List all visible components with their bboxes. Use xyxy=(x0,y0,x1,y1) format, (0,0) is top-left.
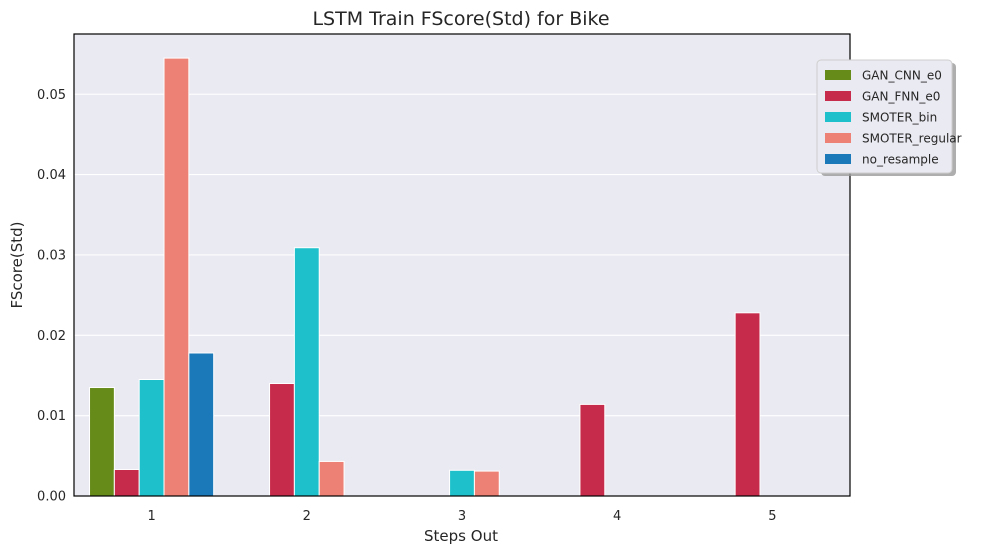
bar-SMOTER_regular-step-2 xyxy=(318,460,345,497)
bar-GAN_FNN_e0-step-5 xyxy=(734,312,761,497)
legend-swatch xyxy=(825,91,851,101)
y-tick-label: 0.03 xyxy=(37,248,66,263)
y-tick-label: 0.04 xyxy=(37,168,66,183)
y-tick-label: 0.00 xyxy=(37,490,66,505)
bar-no_resample-step-1 xyxy=(188,352,215,497)
bar-GAN_FNN_e0-step-4 xyxy=(579,403,606,497)
x-tick-label: 5 xyxy=(768,509,776,524)
legend-swatch xyxy=(825,154,851,164)
legend-label: SMOTER_regular xyxy=(862,132,962,146)
y-tick-label: 0.01 xyxy=(37,409,66,424)
x-tick-label: 2 xyxy=(303,509,311,524)
bar-SMOTER_regular-step-1 xyxy=(163,57,190,497)
y-ticks: 0.00 0.01 0.02 0.03 0.04 0.05 xyxy=(37,88,66,505)
legend-label: SMOTER_bin xyxy=(862,111,937,125)
x-tick-label: 3 xyxy=(458,509,466,524)
legend-items: GAN_CNN_e0 GAN_FNN_e0 SMOTER_bin SMOTER_reg… xyxy=(825,69,962,167)
bar-SMOTER_regular-step-3 xyxy=(473,470,500,497)
bar-GAN_FNN_e0-step-1 xyxy=(113,468,140,497)
plot-frame xyxy=(73,33,851,497)
legend-label: no_resample xyxy=(862,153,939,167)
bar-SMOTER_bin-step-1 xyxy=(138,378,165,497)
bar-GAN_CNN_e0-step-1 xyxy=(89,387,115,497)
chart-title: LSTM Train FScore(Std) for Bike xyxy=(312,8,609,30)
x-tick-label: 1 xyxy=(147,509,155,524)
bars xyxy=(89,57,761,497)
legend-swatch xyxy=(825,133,851,143)
x-tick-label: 4 xyxy=(613,509,621,524)
x-ticks: 1 2 3 4 5 xyxy=(147,509,776,524)
legend-label: GAN_FNN_e0 xyxy=(862,90,940,104)
legend-swatch xyxy=(825,70,851,80)
legend: GAN_CNN_e0 GAN_FNN_e0 SMOTER_bin SMOTER_reg… xyxy=(816,59,962,176)
bar-SMOTER_bin-step-3 xyxy=(449,469,475,497)
y-axis-label: FScore(Std) xyxy=(8,221,26,308)
x-axis-label: Steps Out xyxy=(424,527,498,545)
bar-SMOTER_bin-step-2 xyxy=(293,247,320,497)
legend-swatch xyxy=(825,112,851,122)
y-tick-label: 0.02 xyxy=(37,329,66,344)
y-tick-label: 0.05 xyxy=(37,88,66,103)
legend-label: GAN_CNN_e0 xyxy=(862,69,942,83)
legend-box xyxy=(816,59,953,174)
bar-GAN_FNN_e0-step-2 xyxy=(269,383,295,497)
